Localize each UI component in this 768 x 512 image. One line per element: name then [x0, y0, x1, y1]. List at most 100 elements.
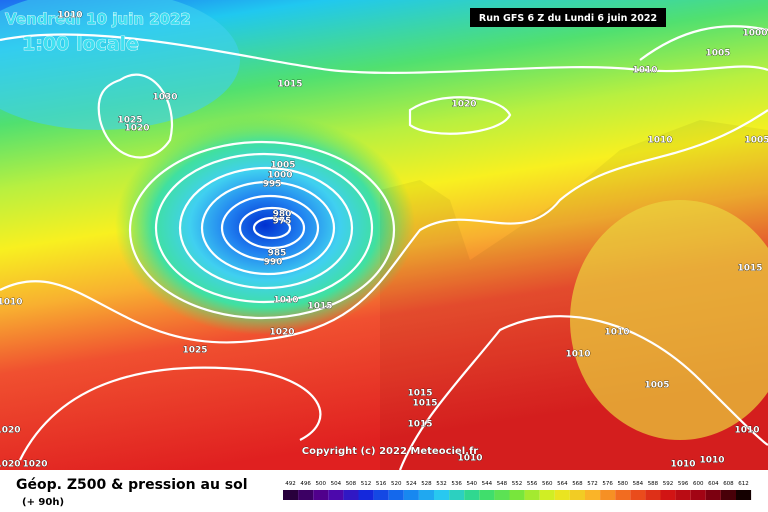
run-box [470, 8, 666, 27]
isobar-label: 980 [273, 210, 292, 220]
scale-label: 576 [602, 481, 613, 487]
isobar-label: 1010 [632, 66, 657, 76]
scale-swatch [403, 490, 419, 500]
scale-label: 540 [467, 481, 478, 487]
isobar-label: 985 [268, 249, 287, 259]
scale-swatch [388, 490, 404, 500]
scale-label: 548 [497, 481, 508, 487]
scale-swatch [630, 490, 646, 500]
isobar-label: 1015 [307, 302, 332, 312]
scale-swatch [449, 490, 465, 500]
scale-label: 524 [406, 481, 417, 487]
scale-swatch [705, 490, 721, 500]
scale-swatch [569, 490, 585, 500]
scale-label: 544 [482, 481, 493, 487]
scale-label: 552 [512, 481, 523, 487]
scale-label: 512 [361, 481, 372, 487]
scale-swatch [283, 490, 299, 500]
isobar-labels: 1010101510301025102010201005100099598097… [0, 10, 768, 470]
color-scale: 492 496 500 504 508 512 516 520 524 528 532 536 540 5… [283, 481, 752, 500]
isobar-label: 1005 [744, 136, 768, 146]
scale-label: 536 [451, 481, 462, 487]
isobar-label: 1010 [565, 350, 590, 360]
isobar-label: 1010 [273, 296, 298, 306]
isobar-label: 1020 [124, 124, 149, 134]
isobar-label: 1010 [647, 136, 672, 146]
scale-swatch [343, 490, 359, 500]
isobar-label: 1020 [22, 460, 47, 470]
scale-swatch [585, 490, 601, 500]
scale-swatch [524, 490, 540, 500]
scale-swatch [464, 490, 480, 500]
isobar-label: 1000 [742, 29, 767, 39]
scale-swatch [494, 490, 510, 500]
scale-swatch [328, 490, 344, 500]
isobar-label: 1015 [407, 420, 432, 430]
isobar-label: 1015 [737, 264, 762, 274]
isobar-label: 1010 [57, 11, 82, 21]
scale-label: 492 [285, 481, 296, 487]
field-region [570, 200, 768, 440]
isobar-label: 995 [263, 180, 282, 190]
scale-label: 556 [527, 481, 538, 487]
scale-label: 608 [723, 481, 734, 487]
scale-swatch [736, 490, 752, 500]
isobar-label: 1005 [644, 381, 669, 391]
scale-swatch [313, 490, 329, 500]
scale-swatch [479, 490, 495, 500]
scale-swatch [720, 490, 736, 500]
isobar-label: 1015 [277, 80, 302, 90]
scale-label: 612 [738, 481, 749, 487]
scale-swatch [645, 490, 661, 500]
scale-swatch [539, 490, 555, 500]
scale-swatch [418, 490, 434, 500]
scale-label: 504 [331, 481, 342, 487]
scale-swatch [509, 490, 525, 500]
isobar-label: 1020 [451, 100, 476, 110]
scale-swatch [434, 490, 450, 500]
time-label: 1:00 locale [22, 33, 139, 55]
isobar-label: 1010 [699, 456, 724, 466]
scale-swatch [660, 490, 676, 500]
scale-label: 580 [618, 481, 629, 487]
scale-label: 528 [421, 481, 432, 487]
scale-label: 572 [587, 481, 598, 487]
isobar-label: 1010 [0, 298, 23, 308]
scale-swatch [298, 490, 314, 500]
scale-label: 592 [663, 481, 674, 487]
isobar-label: 1010 [604, 328, 629, 338]
map-area: Vendredi 10 juin 2022 1:00 locale Run GF… [0, 0, 768, 471]
scale-swatch [358, 490, 374, 500]
isobar-label: 1015 [407, 389, 432, 399]
scale-label: 516 [376, 481, 387, 487]
isobar-label: 1025 [182, 346, 207, 356]
isobar-label: 1005 [705, 49, 730, 59]
isobar-label: 1010 [457, 454, 482, 464]
scale-label: 564 [557, 481, 568, 487]
scale-label: 604 [708, 481, 719, 487]
isobar-label: 975 [273, 217, 292, 227]
isobar-label: 1030 [152, 93, 177, 103]
footer-title: Géop. Z500 & pression au sol [16, 477, 248, 493]
scale-label: 496 [300, 481, 311, 487]
land [380, 120, 768, 470]
scale-label: 508 [346, 481, 357, 487]
isobar-label: 1020 [0, 426, 21, 436]
footer-lead: (+ 90h) [22, 497, 64, 508]
scale-label: 532 [436, 481, 447, 487]
isobars [0, 25, 768, 471]
isobar-label: 1015 [412, 399, 437, 409]
scale-label: 588 [648, 481, 659, 487]
scale-swatch [615, 490, 631, 500]
scale-label: 600 [693, 481, 704, 487]
isobar-label: 1005 [270, 161, 295, 171]
isobar-label: 1020 [269, 328, 294, 338]
isobar-label: 1000 [267, 171, 292, 181]
scale-swatch [600, 490, 616, 500]
copyright: Copyright (c) 2022 Meteociel.fr [302, 446, 479, 457]
scale-label: 596 [678, 481, 689, 487]
isobar-label: 1010 [734, 426, 759, 436]
scale-swatch [554, 490, 570, 500]
scale-label: 584 [633, 481, 644, 487]
